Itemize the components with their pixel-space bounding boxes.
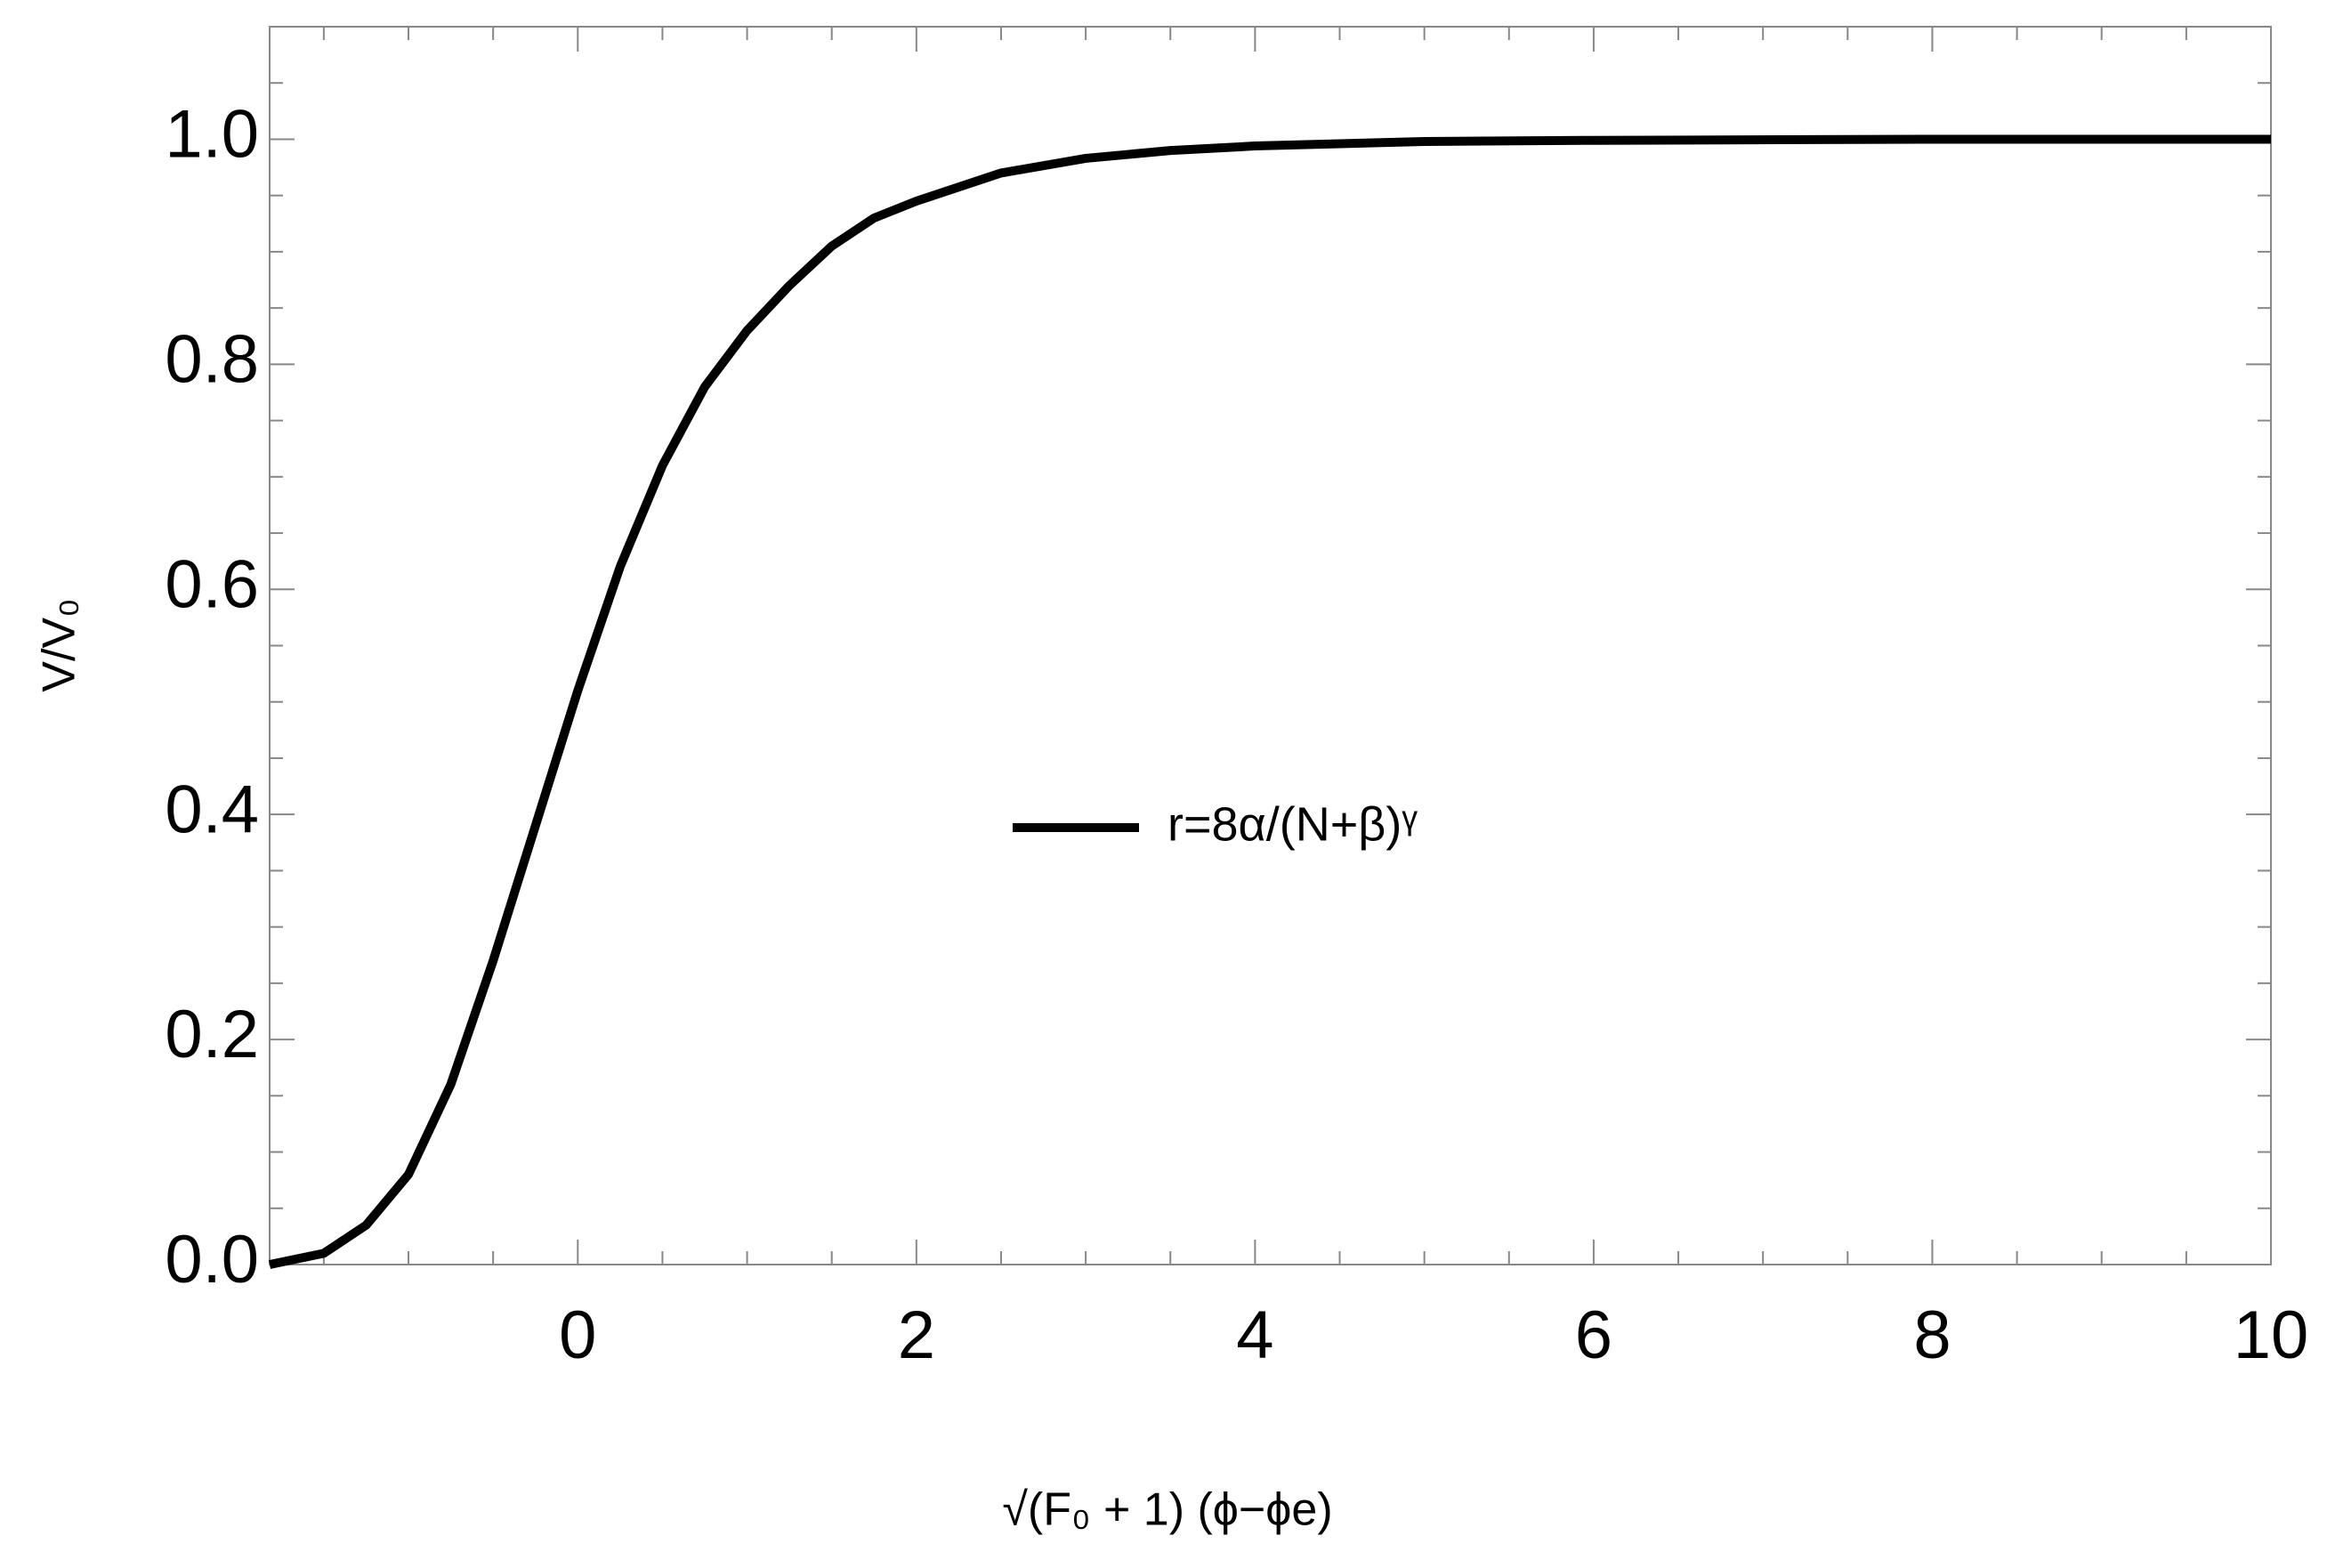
plot-frame [269, 26, 2272, 1265]
y-axis-label: V/V₀ [34, 598, 85, 691]
data-line [268, 134, 2271, 1269]
x-tick-label: 6 [1575, 1297, 1612, 1373]
y-tick-label: 0.6 [165, 546, 259, 622]
y-tick-label: 0.4 [165, 772, 259, 847]
x-tick-label: 10 [2234, 1297, 2309, 1373]
y-tick-label: 0.2 [165, 997, 259, 1072]
x-tick-label: 0 [559, 1297, 596, 1373]
x-tick-label: 2 [898, 1297, 935, 1373]
legend-label: r=8α/(N+β)ᵞ [1168, 797, 1418, 851]
y-tick-label: 1.0 [165, 97, 259, 173]
x-axis-label: √(F₀ + 1) (ϕ−ϕe) [1002, 1484, 1332, 1536]
y-tick-label: 0.8 [165, 321, 259, 397]
x-tick-label: 8 [1913, 1297, 1951, 1373]
x-tick-label: 4 [1236, 1297, 1273, 1373]
y-tick-label: 0.0 [165, 1222, 259, 1297]
